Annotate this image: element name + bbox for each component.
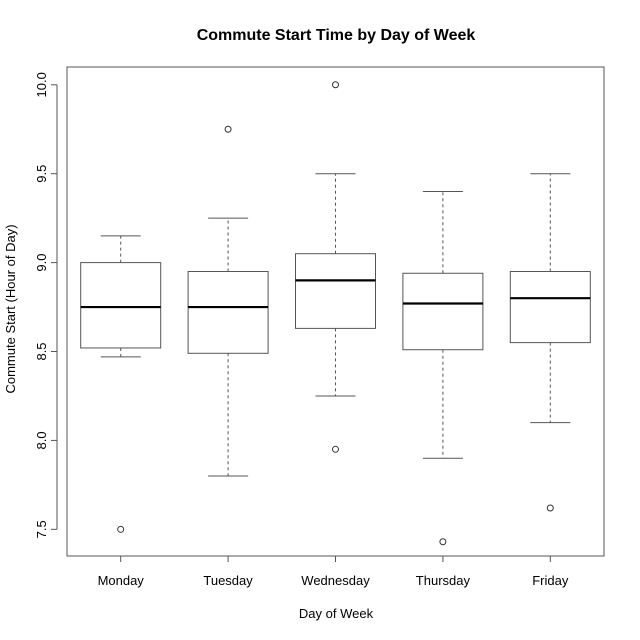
chart-title: Commute Start Time by Day of Week (197, 27, 476, 44)
outlier-point (546, 504, 554, 512)
outlier-point (332, 445, 339, 453)
box-thursday (402, 190, 484, 546)
outlier-point (224, 125, 232, 133)
y-axis-label: Commute Start (Hour of Day) (3, 224, 18, 393)
x-tick-label: Wednesday (301, 573, 370, 588)
box-monday (80, 235, 162, 533)
x-tick-label: Thursday (416, 573, 471, 588)
x-tick-label: Monday (98, 573, 145, 588)
iqr-box (509, 270, 591, 344)
box-group (80, 81, 591, 546)
outlier-point (332, 81, 339, 89)
x-tick-label: Tuesday (203, 573, 253, 588)
iqr-box (80, 262, 162, 349)
y-tick-label: 9.0 (34, 254, 49, 272)
box-wednesday (295, 81, 376, 453)
iqr-box (187, 270, 269, 354)
y-tick-label: 10.0 (34, 72, 49, 97)
y-tick-label: 8.0 (34, 431, 49, 449)
box-friday (509, 173, 591, 512)
outlier-point (117, 525, 125, 533)
outlier-point (439, 538, 447, 546)
iqr-box (402, 272, 484, 351)
iqr-box (295, 253, 376, 329)
y-tick-label: 7.5 (34, 520, 49, 538)
box-tuesday (187, 125, 269, 477)
x-tick-label: Friday (532, 573, 569, 588)
x-axis-label: Day of Week (299, 606, 374, 621)
y-tick-label: 8.5 (34, 342, 49, 360)
y-axis: 7.5 8.0 8.5 9.0 9.5 10.0 (34, 72, 58, 538)
x-axis: Monday Tuesday Wednesday Thursday Friday (98, 555, 569, 588)
y-tick-label: 9.5 (34, 165, 49, 183)
